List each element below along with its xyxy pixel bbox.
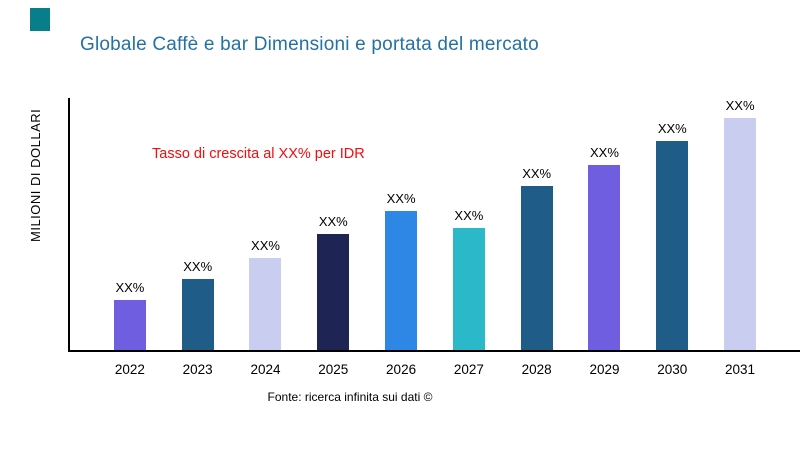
bar-slot-2028: XX% 2028 <box>503 98 571 377</box>
bar-slot-2030: XX% 2030 <box>638 98 706 377</box>
bar-value-label-2025: XX% <box>318 214 348 229</box>
bar-slot-2029: XX% 2029 <box>571 98 639 377</box>
bar-slot-2031: XX% 2031 <box>706 98 774 377</box>
bar-slot-2022: XX% 2022 <box>96 98 164 377</box>
bar-2026 <box>385 211 418 350</box>
x-tick-label-2022: 2022 <box>114 362 145 377</box>
bar-value-label-2027: XX% <box>454 208 484 223</box>
y-axis-label: MILIONI DI DOLLARI <box>28 108 43 242</box>
bar-2025 <box>317 234 350 350</box>
x-tick-label-2026: 2026 <box>386 362 417 377</box>
x-tick-label-2023: 2023 <box>182 362 213 377</box>
bar-value-label-2028: XX% <box>522 166 552 181</box>
bar-2027 <box>452 228 485 350</box>
x-tick-label-2029: 2029 <box>589 362 620 377</box>
bar-slot-2026: XX% 2026 <box>367 98 435 377</box>
bar-2031 <box>724 118 757 350</box>
bar-slot-2024: XX% 2024 <box>232 98 300 377</box>
bar-value-label-2023: XX% <box>183 259 213 274</box>
x-tick-label-2028: 2028 <box>521 362 552 377</box>
bar-2022 <box>113 300 146 350</box>
bar-2024 <box>249 258 282 350</box>
bar-2023 <box>181 279 214 350</box>
source-attribution: Fonte: ricerca infinita sui dati © <box>267 390 433 404</box>
brand-accent-square <box>30 8 50 31</box>
growth-rate-annotation: Tasso di crescita al XX% per IDR <box>152 146 365 162</box>
x-tick-label-2027: 2027 <box>453 362 484 377</box>
bar-slot-2027: XX% 2027 <box>435 98 503 377</box>
bar-value-label-2031: XX% <box>725 98 755 113</box>
bar-2030 <box>656 141 689 350</box>
bar-value-label-2026: XX% <box>386 191 416 206</box>
x-tick-label-2025: 2025 <box>318 362 349 377</box>
bar-value-label-2022: XX% <box>115 280 145 295</box>
bar-2028 <box>520 186 553 350</box>
bar-2029 <box>588 165 621 350</box>
chart-title: Globale Caffè e bar Dimensioni e portata… <box>80 34 539 55</box>
x-tick-label-2030: 2030 <box>657 362 688 377</box>
x-tick-label-2024: 2024 <box>250 362 281 377</box>
bar-value-label-2030: XX% <box>657 121 687 136</box>
plot-area: XX% 2022 XX% 2023 XX% 2024 XX% 2025 XX% 2026 XX% 20… <box>68 98 800 377</box>
bar-value-label-2029: XX% <box>590 145 619 160</box>
bar-slot-2023: XX% 2023 <box>164 98 232 377</box>
bar-slot-2025: XX% 2025 <box>299 98 367 377</box>
x-tick-label-2031: 2031 <box>725 362 756 377</box>
bar-value-label-2024: XX% <box>251 238 280 253</box>
